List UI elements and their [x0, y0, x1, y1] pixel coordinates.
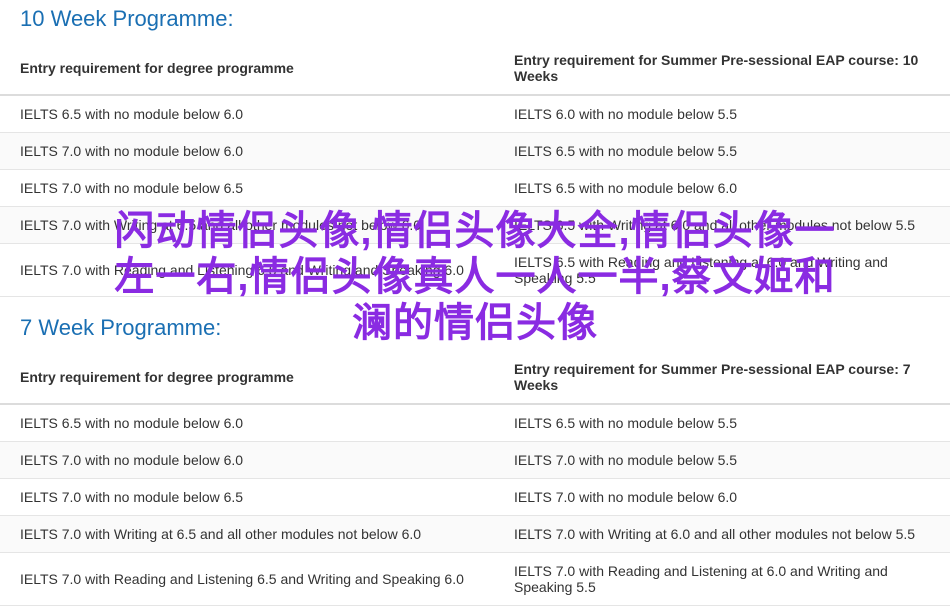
table-row: IELTS 7.0 with no module below 6.5IELTS …: [0, 170, 950, 207]
table-row: IELTS 7.0 with Writing at 6.5 and all ot…: [0, 207, 950, 244]
table-7week: Entry requirement for degree programme E…: [0, 351, 950, 606]
table-cell: IELTS 7.0 with Writing at 6.5 and all ot…: [0, 207, 494, 244]
table-row: IELTS 7.0 with no module below 6.0IELTS …: [0, 442, 950, 479]
section-title-7week: 7 Week Programme:: [0, 297, 950, 351]
table-cell: IELTS 7.0 with Writing at 6.0 and all ot…: [494, 516, 950, 553]
table-row: IELTS 6.5 with no module below 6.0IELTS …: [0, 95, 950, 133]
table-cell: IELTS 7.0 with Reading and Listening at …: [494, 553, 950, 606]
table-cell: IELTS 7.0 with no module below 5.5: [494, 442, 950, 479]
table-row: IELTS 6.5 with no module below 6.0IELTS …: [0, 404, 950, 442]
table-row: IELTS 7.0 with Reading and Listening 6.5…: [0, 244, 950, 297]
table-cell: IELTS 7.0 with no module below 6.5: [0, 170, 494, 207]
table-cell: IELTS 7.0 with no module below 6.5: [0, 479, 494, 516]
table-cell: IELTS 6.5 with Writing at 6.0 and all ot…: [494, 207, 950, 244]
table-cell: IELTS 6.5 with no module below 6.0: [0, 404, 494, 442]
table-row: IELTS 7.0 with no module below 6.0IELTS …: [0, 133, 950, 170]
table-cell: IELTS 6.5 with no module below 5.5: [494, 133, 950, 170]
table-cell: IELTS 7.0 with Reading and Listening 6.5…: [0, 244, 494, 297]
table-cell: IELTS 7.0 with Writing at 6.5 and all ot…: [0, 516, 494, 553]
col-header-degree-7: Entry requirement for degree programme: [0, 351, 494, 404]
col-header-eap-7: Entry requirement for Summer Pre-session…: [494, 351, 950, 404]
table-cell: IELTS 7.0 with no module below 6.0: [0, 442, 494, 479]
table-cell: IELTS 6.5 with no module below 5.5: [494, 404, 950, 442]
table-cell: IELTS 6.5 with Reading and Listening at …: [494, 244, 950, 297]
table-row: IELTS 7.0 with no module below 6.5IELTS …: [0, 479, 950, 516]
section-title-10week: 10 Week Programme:: [0, 0, 950, 42]
table-cell: IELTS 6.5 with no module below 6.0: [0, 95, 494, 133]
table-row: IELTS 7.0 with Reading and Listening 6.5…: [0, 553, 950, 606]
table-10week: Entry requirement for degree programme E…: [0, 42, 950, 297]
col-header-degree-10: Entry requirement for degree programme: [0, 42, 494, 95]
col-header-eap-10: Entry requirement for Summer Pre-session…: [494, 42, 950, 95]
table-cell: IELTS 7.0 with Reading and Listening 6.5…: [0, 553, 494, 606]
table-row: IELTS 7.0 with Writing at 6.5 and all ot…: [0, 516, 950, 553]
table-cell: IELTS 6.0 with no module below 5.5: [494, 95, 950, 133]
table-cell: IELTS 7.0 with no module below 6.0: [0, 133, 494, 170]
table-cell: IELTS 6.5 with no module below 6.0: [494, 170, 950, 207]
table-cell: IELTS 7.0 with no module below 6.0: [494, 479, 950, 516]
